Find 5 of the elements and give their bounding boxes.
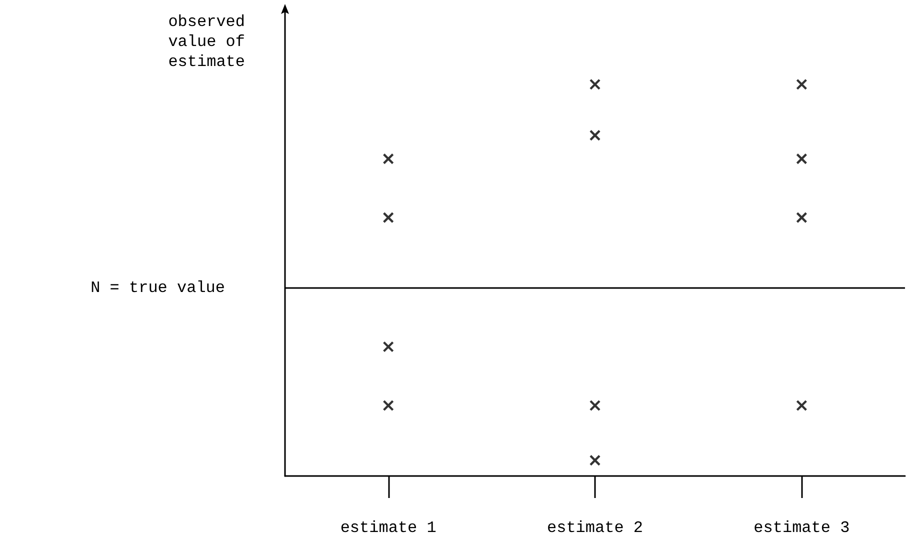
ref-line-label: N = true value bbox=[90, 279, 225, 298]
x-tick-label: estimate 1 bbox=[340, 519, 436, 537]
y-axis-title: observed value of estimate bbox=[168, 13, 245, 71]
x-tick-label: estimate 3 bbox=[754, 519, 850, 537]
x-tick-label: estimate 2 bbox=[546, 519, 644, 537]
